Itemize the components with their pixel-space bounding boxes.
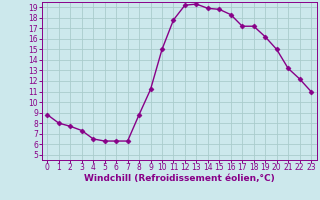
- X-axis label: Windchill (Refroidissement éolien,°C): Windchill (Refroidissement éolien,°C): [84, 174, 275, 183]
